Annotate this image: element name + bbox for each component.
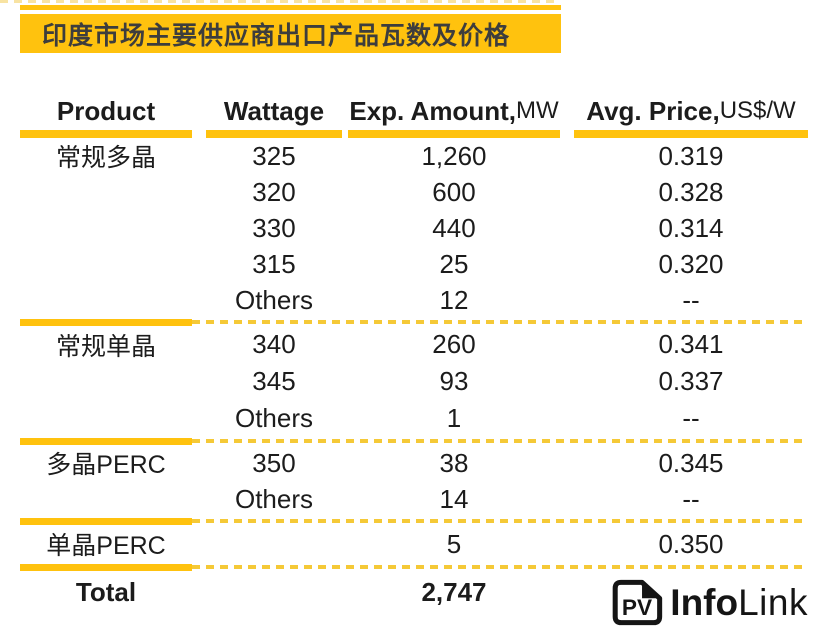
table-row: Others 14 --	[0, 481, 821, 517]
section-divider	[0, 517, 821, 525]
header-unit: MW	[515, 97, 559, 124]
header-underline	[206, 130, 342, 138]
wattage-value: 350	[252, 447, 296, 478]
price-value: 0.320	[658, 248, 724, 279]
amount-value: 5	[446, 528, 462, 559]
header-label: Product	[56, 95, 156, 126]
section-divider	[0, 563, 821, 571]
header-label: Avg. Price,	[586, 95, 720, 126]
amount-value: 14	[439, 483, 469, 514]
divider-solid-segment	[20, 318, 192, 326]
table-row: 单晶PERC 5 0.350	[0, 525, 821, 563]
divider-solid-segment	[20, 563, 192, 571]
product-label: 常规单晶	[55, 332, 156, 361]
product-label: 常规多晶	[55, 144, 156, 172]
divider-solid-segment	[20, 517, 192, 525]
table-row: 330 440 0.314	[0, 210, 821, 246]
divider-solid-segment	[20, 437, 192, 445]
table-row: 315 25 0.320	[0, 246, 821, 282]
header-label: Wattage	[223, 95, 325, 126]
price-value: 0.328	[658, 176, 724, 207]
header-unit: US$/W	[719, 97, 796, 124]
column-header-wattage: Wattage	[206, 94, 342, 128]
amount-value: 38	[439, 447, 469, 478]
wattage-value: 330	[252, 212, 296, 243]
data-table: Product Wattage Exp. Amount, MW Avg. Pric…	[0, 94, 821, 630]
price-value: 0.341	[658, 329, 724, 359]
table-row: Others 1 --	[0, 400, 821, 437]
header-underline	[20, 130, 192, 138]
top-dashed-divider	[0, 0, 556, 3]
table-row: 320 600 0.328	[0, 174, 821, 210]
total-row: Total 2,747 PV InfoLink	[0, 571, 821, 630]
amount-value: 1,260	[421, 140, 487, 171]
header-underline	[574, 130, 808, 138]
divider-dashed-segment	[192, 565, 808, 569]
divider-dashed-segment	[192, 439, 808, 443]
column-header-product: Product	[20, 94, 192, 128]
price-value: --	[682, 483, 700, 514]
column-header-avg-price: Avg. Price, US$/W	[574, 94, 808, 128]
total-label: Total	[75, 576, 137, 607]
svg-text:PV: PV	[622, 595, 652, 620]
wattage-value: 325	[252, 140, 296, 171]
logo-name-light: Link	[738, 582, 808, 623]
header-underline	[348, 130, 560, 138]
title-banner: 印度市场主要供应商出口产品瓦数及价格	[20, 14, 561, 53]
price-value: 0.319	[658, 140, 724, 171]
amount-value: 1	[446, 403, 462, 433]
logo-name: InfoLink	[670, 584, 808, 621]
pv-document-icon: PV	[612, 579, 663, 626]
table-row: 345 93 0.337	[0, 363, 821, 400]
page-title: 印度市场主要供应商出口产品瓦数及价格	[42, 21, 511, 50]
price-value: --	[682, 284, 700, 315]
wattage-value: 340	[252, 329, 296, 359]
amount-value: 600	[432, 176, 476, 207]
table-row: Others 12 --	[0, 282, 821, 318]
product-label: 单晶PERC	[46, 532, 166, 560]
product-label: 多晶PERC	[46, 451, 166, 479]
amount-value: 93	[439, 366, 469, 396]
total-amount: 2,747	[421, 576, 487, 607]
price-value: 0.350	[658, 528, 724, 559]
pv-infolink-logo: PV InfoLink	[574, 577, 808, 626]
wattage-value: 345	[252, 366, 296, 396]
price-value: --	[682, 403, 700, 433]
wattage-value: Others	[234, 483, 314, 514]
header-underline-bars	[0, 130, 821, 138]
wattage-value: 320	[252, 176, 296, 207]
table-row: 常规多晶 325 1,260 0.319	[0, 138, 821, 174]
divider-dashed-segment	[192, 519, 808, 523]
section-divider	[0, 318, 821, 326]
table-header-row: Product Wattage Exp. Amount, MW Avg. Pric…	[0, 94, 821, 128]
price-value: 0.314	[658, 212, 724, 243]
logo-name-bold: Info	[670, 582, 739, 623]
amount-value: 260	[432, 329, 476, 359]
table-row: 常规单晶 340 260 0.341	[0, 326, 821, 363]
header-label: Exp. Amount,	[349, 95, 516, 126]
amount-value: 440	[432, 212, 476, 243]
top-accent-bar	[20, 5, 561, 10]
price-value: 0.345	[658, 447, 724, 478]
table-row: 多晶PERC 350 38 0.345	[0, 445, 821, 481]
amount-value: 12	[439, 284, 469, 315]
amount-value: 25	[439, 248, 469, 279]
divider-dashed-segment	[192, 320, 808, 324]
wattage-value: Others	[234, 403, 314, 433]
wattage-value: Others	[234, 284, 314, 315]
wattage-value: 315	[252, 248, 296, 279]
column-header-exp-amount: Exp. Amount, MW	[348, 94, 560, 128]
section-divider	[0, 437, 821, 445]
price-value: 0.337	[658, 366, 724, 396]
